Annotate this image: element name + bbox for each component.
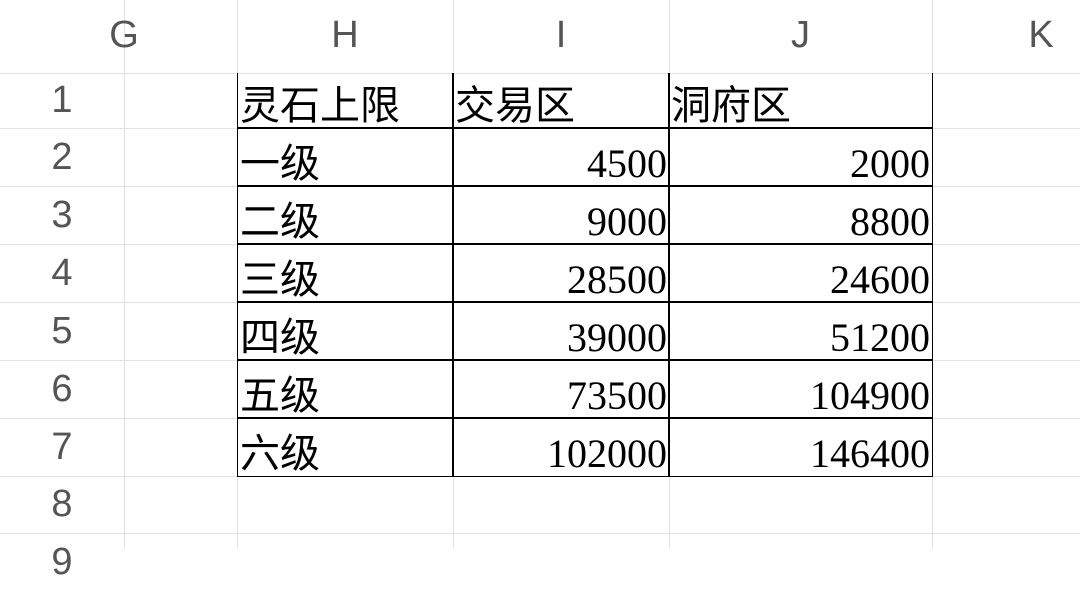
table-cell[interactable]: 39000 [452, 301, 670, 361]
row-header-7[interactable]: 7 [51, 426, 73, 468]
column-header-H[interactable]: H [331, 14, 359, 56]
table-cell[interactable]: 51200 [668, 301, 933, 361]
table-cell[interactable]: 9000 [452, 185, 670, 245]
table-cell[interactable]: 146400 [668, 417, 933, 477]
table-cell[interactable]: 4500 [452, 127, 670, 187]
gridline-vertical [124, 0, 125, 549]
gridline-horizontal [0, 533, 1080, 534]
row-header-5[interactable]: 5 [51, 310, 73, 352]
column-header-K[interactable]: K [1028, 14, 1054, 56]
gridline-horizontal [0, 73, 1080, 74]
table-header-cell[interactable]: 洞府区 [668, 73, 933, 129]
table-cell[interactable]: 四级 [237, 301, 454, 361]
row-header-6[interactable]: 6 [51, 368, 73, 410]
table-cell[interactable]: 2000 [668, 127, 933, 187]
table-cell[interactable]: 104900 [668, 359, 933, 419]
row-header-2[interactable]: 2 [51, 136, 73, 178]
table-cell[interactable]: 二级 [237, 185, 454, 245]
table-cell[interactable]: 102000 [452, 417, 670, 477]
table-cell[interactable]: 一级 [237, 127, 454, 187]
table-header-cell[interactable]: 交易区 [452, 73, 670, 129]
column-header-J[interactable]: J [791, 14, 810, 56]
table-cell[interactable]: 五级 [237, 359, 454, 419]
table-cell[interactable]: 六级 [237, 417, 454, 477]
table-cell[interactable]: 28500 [452, 243, 670, 303]
row-header-3[interactable]: 3 [51, 194, 73, 236]
row-header-9[interactable]: 9 [51, 541, 73, 583]
table-header-cell[interactable]: 灵石上限 [237, 73, 454, 129]
table-cell[interactable]: 73500 [452, 359, 670, 419]
table-cell[interactable]: 三级 [237, 243, 454, 303]
row-header-8[interactable]: 8 [51, 483, 73, 525]
table-cell[interactable]: 8800 [668, 185, 933, 245]
column-header-G[interactable]: G [109, 14, 139, 56]
table-cell[interactable]: 24600 [668, 243, 933, 303]
row-header-4[interactable]: 4 [51, 252, 73, 294]
row-header-1[interactable]: 1 [51, 79, 73, 121]
column-header-I[interactable]: I [555, 14, 567, 56]
